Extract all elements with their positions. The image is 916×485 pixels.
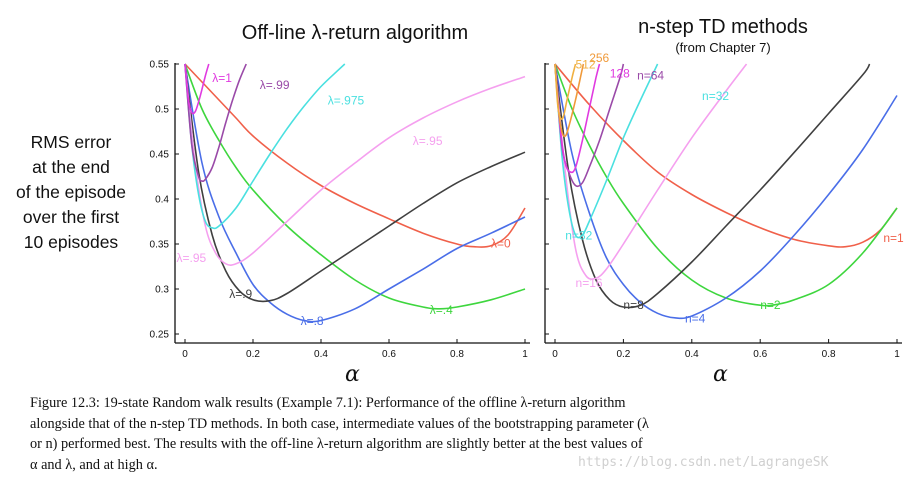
right-x-tick-label: 1 bbox=[894, 349, 900, 360]
figure-caption: Figure 12.3: 19-state Random walk result… bbox=[30, 393, 890, 475]
left-y-tick-label: 0.3 bbox=[155, 285, 169, 296]
left-series-line--95 bbox=[184, 63, 526, 266]
left-series-label: λ=0 bbox=[491, 237, 511, 251]
watermark: https://blog.csdn.net/LagrangeSK bbox=[578, 455, 829, 470]
left-y-tick-label: 0.4 bbox=[155, 195, 169, 206]
left-series-label: λ=1 bbox=[212, 71, 232, 85]
right-x-axis-label: α bbox=[713, 362, 728, 387]
right-series-label: n=1 bbox=[883, 231, 904, 245]
left-x-tick-label: 0.4 bbox=[314, 349, 328, 360]
left-x-tick-label: 1 bbox=[522, 349, 528, 360]
right-series-line-n-512 bbox=[554, 63, 577, 120]
left-series-label: λ=.99 bbox=[260, 78, 290, 92]
caption-line: alongside that of the n-step TD methods.… bbox=[30, 415, 649, 432]
left-extra-series-label: λ=.95 bbox=[177, 251, 207, 265]
right-series-label: n=4 bbox=[685, 311, 706, 325]
right-series-label: n=64 bbox=[637, 68, 664, 82]
left-y-tick-label: 0.55 bbox=[150, 60, 170, 71]
left-series-label: λ=.8 bbox=[301, 314, 324, 328]
left-chart-title: Off-line λ-return algorithm bbox=[241, 22, 469, 44]
right-x-tick-label: 0.8 bbox=[822, 349, 836, 360]
left-series-label: λ=.9 bbox=[229, 287, 252, 301]
right-series-line-n-1 bbox=[554, 63, 898, 248]
y-axis-label-line: at the end bbox=[32, 157, 110, 177]
left-x-tick-label: 0.6 bbox=[382, 349, 396, 360]
right-series-label: n=8 bbox=[623, 298, 644, 312]
right-series-label: 512 bbox=[576, 58, 596, 72]
y-axis-label-line: over the first bbox=[22, 207, 120, 227]
left-x-tick-label: 0.8 bbox=[450, 349, 464, 360]
y-axis-label: RMS error at the end of the episode over… bbox=[0, 130, 142, 255]
left-y-tick-label: 0.25 bbox=[150, 330, 170, 341]
right-series-label: n=16 bbox=[576, 276, 603, 290]
caption-line: or n) performed best. The results with t… bbox=[30, 436, 643, 452]
right-series-group bbox=[554, 63, 898, 320]
left-x-axis-label: α bbox=[345, 362, 360, 387]
right-series-label: n=2 bbox=[760, 298, 781, 312]
left-series-label: λ=.975 bbox=[328, 94, 365, 108]
right-x-tick-label: 0.6 bbox=[753, 349, 767, 360]
left-x-tick-label: 0.2 bbox=[246, 349, 260, 360]
right-x-tick-label: 0 bbox=[552, 349, 558, 360]
right-series-line-n-8 bbox=[554, 63, 871, 309]
left-series-group bbox=[184, 63, 526, 323]
y-axis-label-line: RMS error bbox=[30, 132, 112, 152]
left-series-line--9 bbox=[184, 63, 526, 303]
left-series-line--99 bbox=[184, 63, 247, 183]
right-chart-subtitle: (from Chapter 7) bbox=[675, 40, 771, 55]
right-x-tick-label: 0.2 bbox=[616, 349, 630, 360]
right-x-tick-label: 0.4 bbox=[685, 349, 699, 360]
right-extra-series-label: n=32 bbox=[702, 89, 729, 103]
y-axis-label-line: 10 episodes bbox=[23, 232, 119, 252]
right-series-label: n=32 bbox=[565, 229, 592, 243]
left-x-tick-label: 0 bbox=[182, 349, 188, 360]
right-series-label: 256 bbox=[589, 51, 609, 65]
left-series-label: λ=.4 bbox=[430, 303, 453, 317]
left-series-line--8 bbox=[184, 63, 526, 323]
left-series-line--0 bbox=[184, 63, 526, 248]
right-chart-title: n-step TD methods bbox=[638, 16, 808, 38]
left-series-line--975 bbox=[184, 63, 346, 230]
right-series-line-n-32 bbox=[554, 63, 659, 239]
right-series-line-n-2 bbox=[554, 63, 898, 307]
left-y-tick-label: 0.45 bbox=[150, 150, 170, 161]
right-series-label: 128 bbox=[610, 67, 630, 81]
left-series-line--1 bbox=[184, 63, 210, 115]
y-axis-label-line: of the episode bbox=[16, 182, 126, 202]
left-series-label: λ=.95 bbox=[413, 134, 443, 148]
left-y-tick-label: 0.5 bbox=[155, 105, 169, 116]
caption-line: α and λ, and at high α. bbox=[30, 456, 158, 473]
left-y-tick-label: 0.35 bbox=[150, 240, 170, 251]
caption-line: Figure 12.3: 19-state Random walk result… bbox=[30, 395, 626, 411]
right-series-line-n-128 bbox=[554, 63, 601, 174]
